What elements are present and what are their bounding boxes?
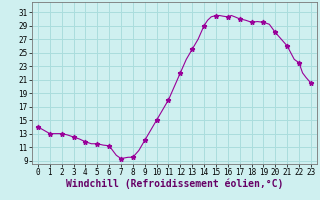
X-axis label: Windchill (Refroidissement éolien,°C): Windchill (Refroidissement éolien,°C) [66, 179, 283, 189]
